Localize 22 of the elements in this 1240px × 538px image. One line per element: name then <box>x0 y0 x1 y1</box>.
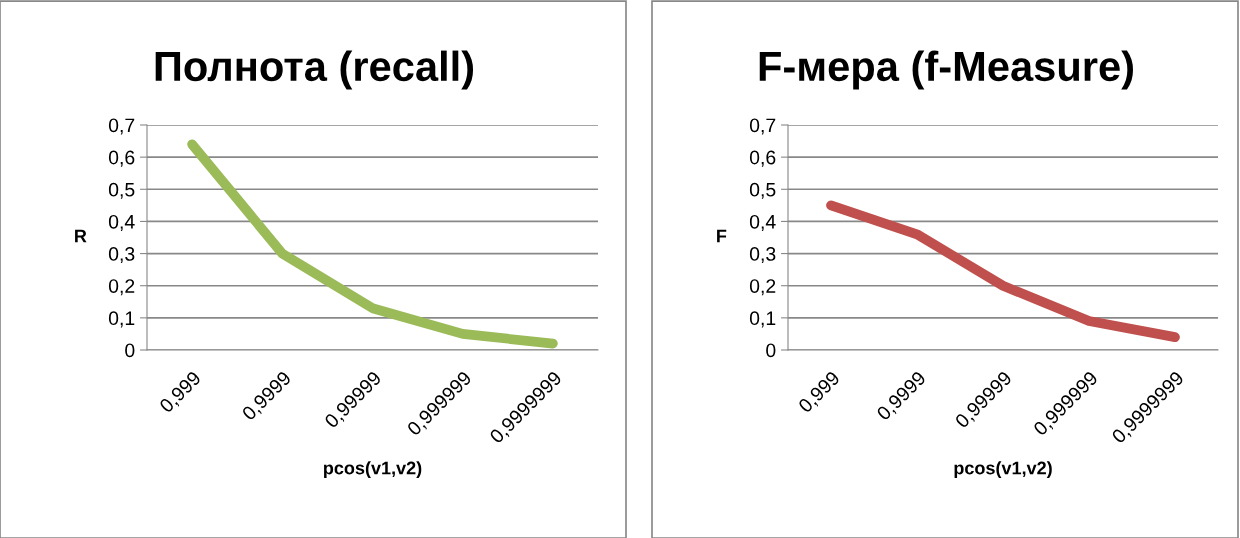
y-tick-label: 0,1 <box>108 311 135 328</box>
y-tick-label: 0,5 <box>108 182 135 199</box>
y-tick-label: 0,6 <box>749 150 776 167</box>
y-tick-label: 0,5 <box>749 182 776 199</box>
y-tick-label: 0,4 <box>749 214 776 231</box>
chart-title: F-мера (f-Measure) <box>759 50 1133 90</box>
y-tick-label: 0,6 <box>108 150 135 167</box>
y-tick-label: 0,2 <box>108 279 135 296</box>
y-tick-label: 0,1 <box>749 311 776 328</box>
y-tick-label: 0,4 <box>108 214 135 231</box>
y-tick-label: 0,3 <box>108 247 135 264</box>
y-axis-title: R <box>75 229 87 243</box>
y-tick-label: 0,3 <box>749 247 776 264</box>
y-tick-label: 0 <box>125 343 135 358</box>
y-tick-label: 0,7 <box>108 118 135 135</box>
chart-title: Полнота (recall) <box>155 50 474 90</box>
x-axis-title: pcos(v1,v2) <box>324 461 422 478</box>
x-axis-title: pcos(v1,v2) <box>954 461 1052 478</box>
y-tick-label: 0,2 <box>749 279 776 296</box>
y-axis-title: F <box>717 229 727 243</box>
y-tick-label: 0,7 <box>749 118 776 135</box>
y-tick-label: 0 <box>766 343 776 358</box>
